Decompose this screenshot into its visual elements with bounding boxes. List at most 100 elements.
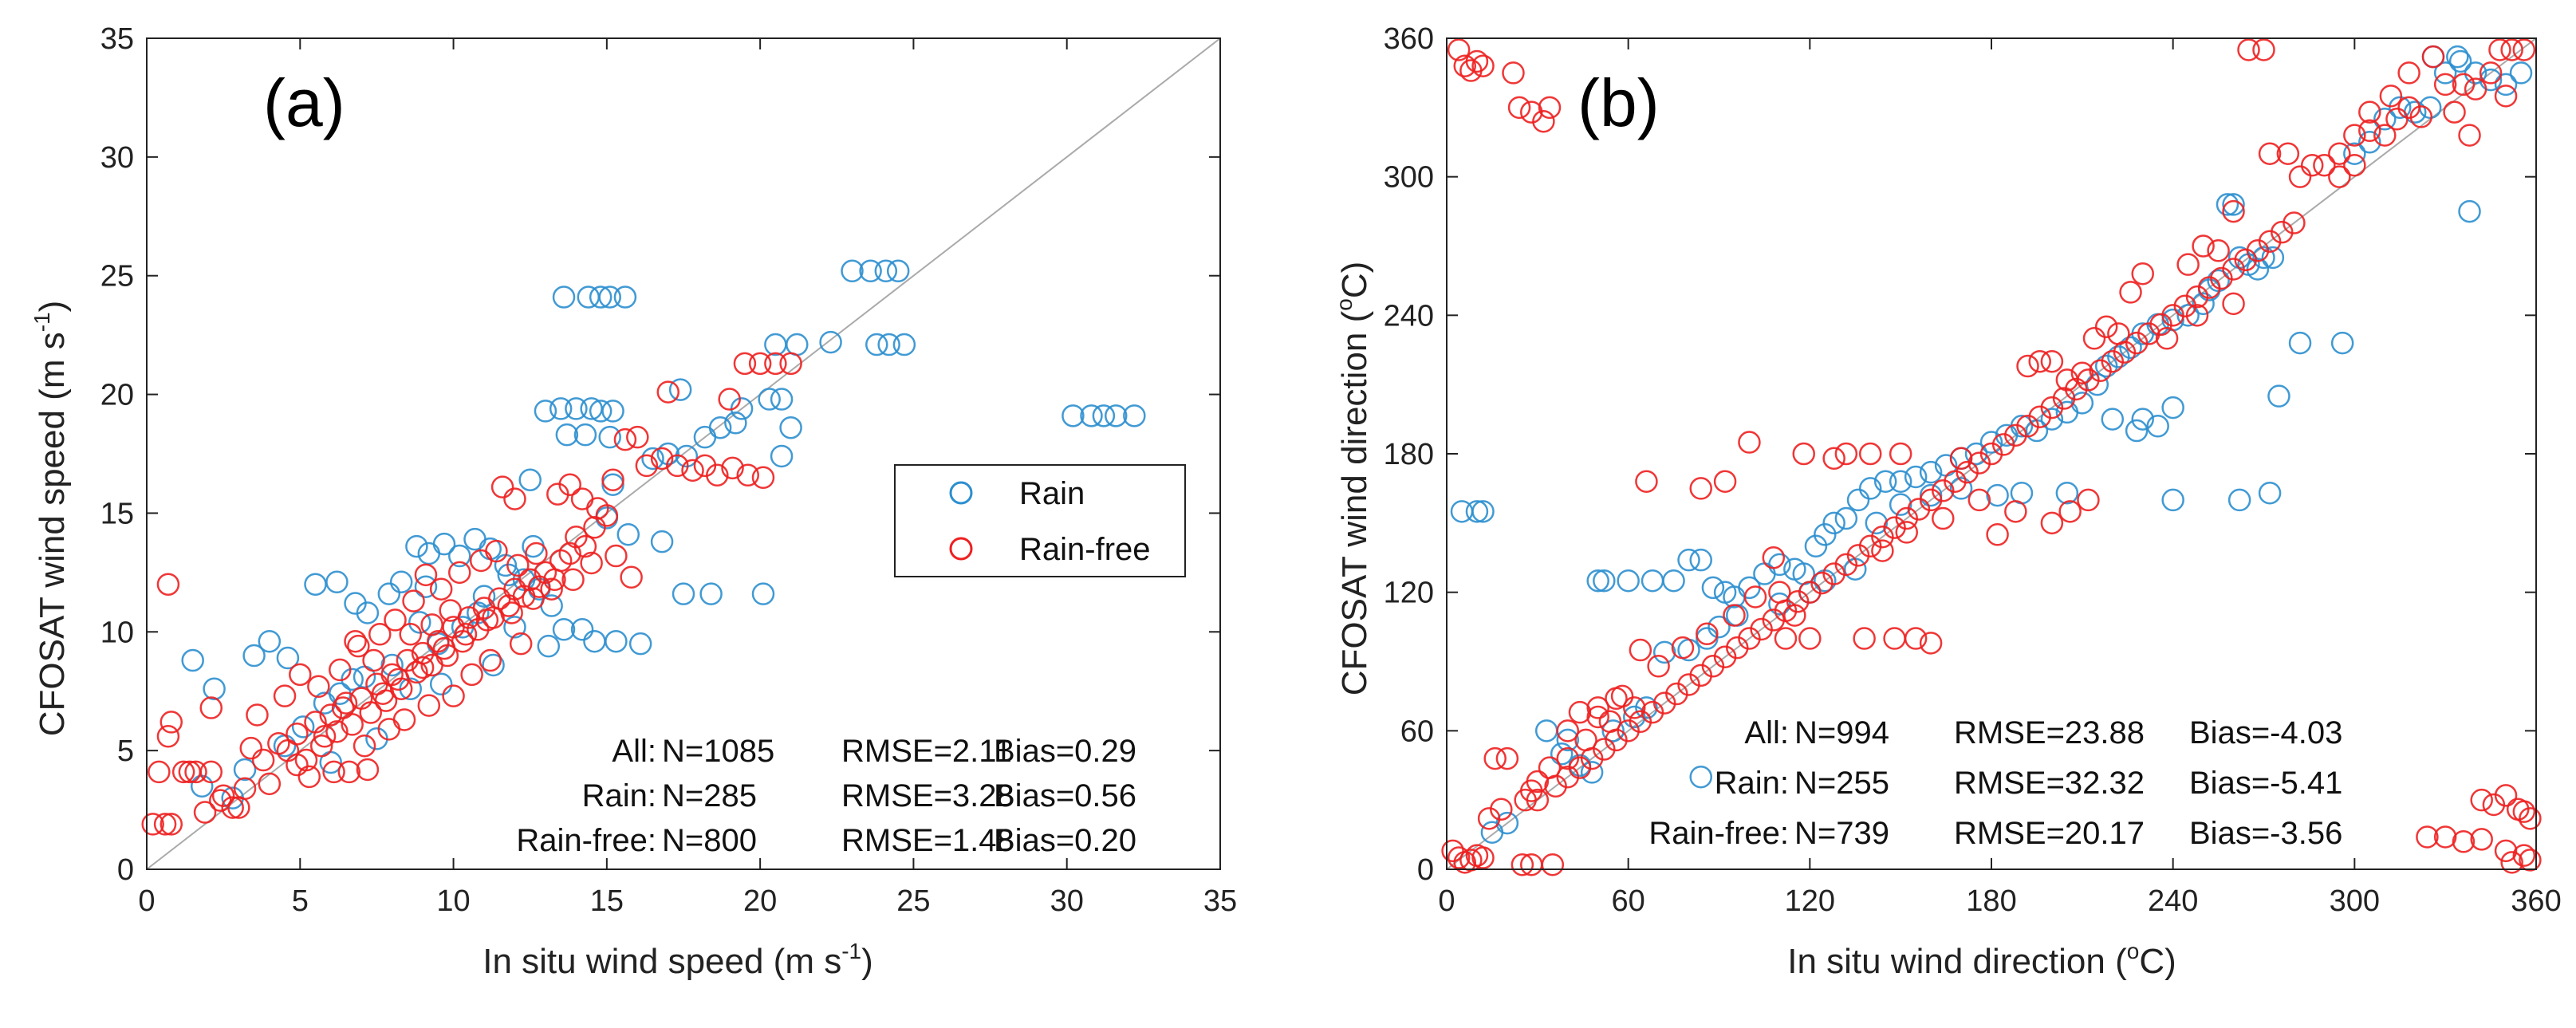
point-rain bbox=[537, 634, 561, 658]
point-rain-free bbox=[371, 682, 395, 705]
panel-b-plot-frame bbox=[1446, 37, 2537, 870]
point-rain bbox=[565, 397, 588, 420]
point-rain-free bbox=[2500, 38, 2523, 61]
point-rain-free bbox=[359, 701, 382, 724]
point-rain bbox=[1753, 562, 1776, 585]
point-rain-free bbox=[454, 623, 478, 646]
point-rain-free bbox=[626, 425, 649, 449]
point-rain-free bbox=[613, 427, 637, 451]
point-rain-free bbox=[503, 487, 526, 510]
point-rain bbox=[886, 259, 910, 283]
point-rain bbox=[2448, 49, 2472, 73]
point-rain-free bbox=[2433, 73, 2457, 96]
point-rain bbox=[552, 618, 576, 641]
point-rain-free bbox=[666, 454, 689, 478]
point-rain-free bbox=[1514, 788, 1537, 812]
point-rain-free bbox=[748, 352, 772, 376]
point-rain-free bbox=[681, 459, 704, 482]
point-rain bbox=[1834, 506, 1858, 530]
point-rain-free bbox=[331, 696, 355, 719]
panel-a-points bbox=[141, 259, 1146, 836]
point-rain-free bbox=[2343, 124, 2366, 147]
point-rain-free bbox=[414, 563, 438, 587]
point-rain-free bbox=[1574, 728, 1597, 752]
point-rain-free bbox=[1568, 700, 1592, 724]
point-rain-free bbox=[525, 542, 548, 565]
stat-bias: Bias=0.29 bbox=[994, 734, 1136, 769]
point-rain bbox=[482, 653, 505, 677]
point-rain-free bbox=[1792, 442, 1815, 466]
point-rain-free bbox=[522, 587, 545, 610]
point-rain-free bbox=[246, 703, 269, 727]
y-tick-label: 60 bbox=[1400, 715, 1434, 748]
point-rain-free bbox=[1447, 846, 1471, 869]
point-rain-free bbox=[309, 734, 333, 758]
point-rain bbox=[2055, 481, 2079, 505]
point-rain-free bbox=[329, 658, 352, 682]
point-rain bbox=[1550, 742, 1574, 766]
point-rain-free bbox=[601, 468, 624, 491]
point-rain bbox=[503, 616, 526, 639]
stat-n: N=1085 bbox=[662, 734, 774, 769]
legend-rain-marker bbox=[949, 481, 973, 505]
point-rain bbox=[190, 774, 214, 798]
point-rain-free bbox=[2040, 349, 2064, 373]
point-rain bbox=[892, 333, 916, 356]
point-rain-free bbox=[583, 516, 606, 539]
point-rain bbox=[570, 618, 594, 641]
y-tick-label: 360 bbox=[1384, 22, 1434, 56]
stat-bias: Bias=-3.56 bbox=[2189, 816, 2342, 851]
point-rain-free bbox=[1723, 604, 1746, 627]
point-rain-free bbox=[251, 748, 275, 772]
point-rain-free bbox=[1453, 54, 1477, 77]
point-rain bbox=[1904, 465, 1928, 489]
point-rain-free bbox=[540, 577, 563, 601]
point-rain-free bbox=[141, 813, 164, 836]
point-rain-free bbox=[2328, 165, 2351, 188]
point-rain-free bbox=[439, 599, 462, 622]
point-rain-free bbox=[1586, 696, 1609, 719]
point-rain bbox=[1092, 404, 1116, 427]
panel-a-plot-frame bbox=[146, 37, 1221, 870]
point-rain-free bbox=[2313, 153, 2336, 177]
stat-group: Rain: bbox=[582, 778, 656, 813]
point-rain-free bbox=[733, 352, 757, 376]
point-rain bbox=[616, 522, 640, 546]
point-rain bbox=[668, 378, 692, 401]
y-title-main: CFOSAT wind direction ( bbox=[1335, 310, 1374, 695]
point-rain bbox=[1804, 534, 1828, 558]
point-rain-free bbox=[1623, 696, 1646, 719]
stat-bias: Bias=-5.41 bbox=[2189, 766, 2342, 801]
x-tick-label: 60 bbox=[1612, 884, 1645, 918]
panel-a-legend: Rain Rain-free bbox=[894, 464, 1186, 577]
point-rain-free bbox=[779, 352, 802, 376]
point-rain-free bbox=[160, 711, 183, 734]
x-title-sup: o bbox=[2127, 939, 2140, 963]
point-rain bbox=[2222, 193, 2245, 216]
y-tick-label: 120 bbox=[1384, 577, 1434, 610]
point-rain-free bbox=[2237, 38, 2260, 61]
panel-b-one-to-one-line bbox=[1446, 37, 2537, 870]
point-rain bbox=[2040, 408, 2064, 431]
point-rain bbox=[2458, 199, 2481, 223]
point-rain-free bbox=[387, 668, 410, 691]
point-rain-free bbox=[396, 648, 419, 672]
x-tick-label: 30 bbox=[1050, 884, 1084, 918]
y-tick-label: 0 bbox=[117, 853, 134, 887]
stat-rmse: RMSE=2.11 bbox=[841, 734, 1012, 769]
point-rain-free bbox=[1671, 636, 1695, 660]
point-rain bbox=[408, 611, 431, 634]
point-rain bbox=[181, 648, 204, 672]
point-rain-free bbox=[751, 466, 775, 490]
point-rain bbox=[1534, 719, 1558, 742]
point-rain-free bbox=[1556, 746, 1580, 770]
legend-box bbox=[894, 464, 1186, 577]
point-rain bbox=[1858, 477, 1882, 500]
point-rain bbox=[1601, 719, 1625, 742]
point-rain bbox=[2070, 392, 2094, 415]
panel-b-stats: All: N=994 RMSE=23.88 Bias=-4.03 Rain: N… bbox=[1648, 715, 2342, 851]
y-title-main: CFOSAT wind speed (m s bbox=[33, 332, 72, 736]
point-rain bbox=[233, 758, 257, 782]
point-rain-free bbox=[1538, 96, 1562, 120]
point-rain-free bbox=[384, 609, 407, 632]
